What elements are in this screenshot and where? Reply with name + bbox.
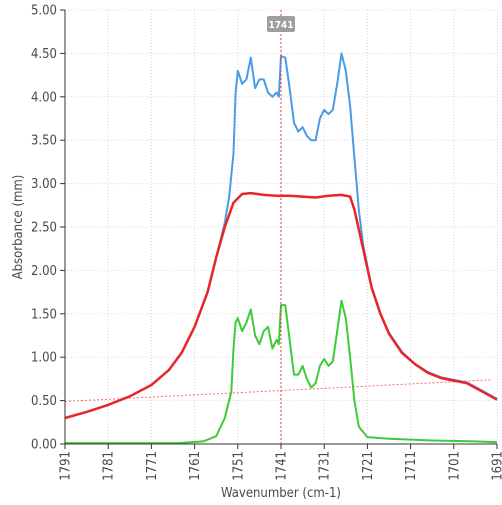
x-tick-label-3: 1761 [188, 451, 203, 481]
y-tick-label-10: 5.00 [31, 4, 57, 19]
series-group [64, 52, 498, 445]
x-tick-label-10: 1691 [491, 451, 502, 481]
baseline [64, 379, 493, 402]
x-tick-label-9: 1701 [447, 451, 462, 481]
cursor-badge-label: 1741 [268, 20, 293, 31]
y-tick-label-1: 0.50 [31, 394, 57, 409]
x-tick-label-0: 1791 [59, 451, 74, 481]
series-line-1 [64, 191, 498, 420]
series-line-2 [65, 299, 498, 445]
y-tick-label-6: 3.00 [31, 177, 57, 192]
y-tick-label-3: 1.50 [31, 307, 57, 322]
y-tick-label-9: 4.50 [31, 47, 57, 62]
x-tick-label-1: 1781 [102, 451, 117, 481]
x-tick-label-6: 1731 [318, 451, 333, 481]
y-tick-label-0: 0.00 [31, 438, 57, 453]
y-tick-label-4: 2.00 [31, 264, 57, 279]
cursor[interactable]: 1741 [267, 10, 295, 444]
y-axis-label: Absorbance (mm) [11, 175, 26, 280]
y-tick-label-5: 2.50 [31, 221, 57, 236]
x-tick-label-8: 1711 [404, 451, 419, 481]
y-tick-label-8: 4.00 [31, 90, 57, 105]
cursor-badge[interactable] [267, 16, 295, 32]
x-tick-label-2: 1771 [145, 451, 160, 481]
baseline-line [64, 379, 493, 402]
x-tick-label-5: 1741 [275, 451, 290, 481]
x-axis-label: Wavenumber (cm-1) [221, 486, 341, 501]
x-tick-label-4: 1751 [231, 451, 246, 481]
x-tick-labels: 1791 1781 1771 1761 1751 1741 1731 1721 1711 1701… [59, 451, 502, 481]
y-tick-labels: 0.00 0.50 1.00 1.50 2.00 2.50 3.00 3.50 4.00 4.50… [31, 4, 57, 453]
x-tick-label-7: 1721 [361, 451, 376, 481]
y-tick-label-2: 1.00 [31, 351, 57, 366]
y-tick-label-7: 3.50 [31, 134, 57, 149]
